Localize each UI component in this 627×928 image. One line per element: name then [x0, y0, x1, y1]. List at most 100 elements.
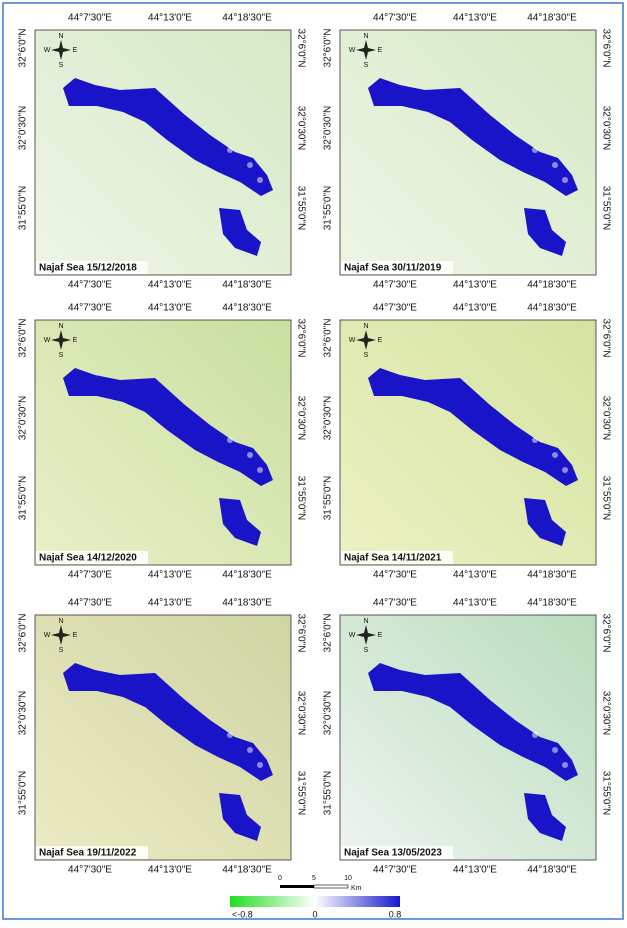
- panel-title: Najaf Sea 14/12/2020: [39, 553, 137, 564]
- wetland: [227, 147, 233, 153]
- panel-title: Najaf Sea 14/11/2021: [344, 553, 442, 564]
- latitude-label: 32°6'0"N: [18, 319, 29, 358]
- wetland: [247, 747, 253, 753]
- latitude-label: 31°55'0"N: [323, 186, 334, 231]
- latitude-label: 32°0'30"N: [323, 396, 334, 441]
- latitude-label: 31°55'0"N: [323, 771, 334, 816]
- latitude-label: 32°6'0"N: [295, 614, 306, 653]
- latitude-label: 32°6'0"N: [18, 614, 29, 653]
- map-panel: 44°7'30"E 44°7'30"E 44°13'0"E 44°13'0"E 44°1…: [18, 13, 307, 291]
- latitude-label: 31°55'0"N: [600, 771, 611, 816]
- latitude-label: 31°55'0"N: [600, 476, 611, 521]
- title-box: [341, 261, 453, 274]
- title-box: [341, 846, 453, 859]
- title-box: [341, 551, 453, 564]
- compass-rose: [356, 625, 376, 645]
- longitude-label: 44°7'30"E: [68, 280, 112, 291]
- latitude-label: 32°6'0"N: [18, 29, 29, 68]
- compass-s: S: [364, 647, 369, 654]
- lake: [63, 368, 273, 486]
- longitude-label: 44°18'30"E: [527, 280, 577, 291]
- latitude-label: 32°0'30"N: [323, 691, 334, 736]
- lake: [219, 208, 261, 256]
- longitude-label: 44°13'0"E: [453, 280, 497, 291]
- compass-e: E: [378, 337, 383, 344]
- colorbar-label: 0.8: [389, 909, 402, 919]
- compass-e: E: [378, 632, 383, 639]
- compass-rose: [356, 40, 376, 60]
- panel-title: Najaf Sea 19/11/2022: [39, 848, 137, 859]
- map-panel: 44°7'30"E 44°7'30"E 44°13'0"E 44°13'0"E 44°1…: [323, 598, 612, 876]
- longitude-label: 44°18'30"E: [527, 570, 577, 581]
- longitude-label: 44°18'30"E: [222, 303, 272, 314]
- latitude-label: 32°6'0"N: [600, 319, 611, 358]
- scale-label: 5: [312, 875, 316, 882]
- longitude-label: 44°13'0"E: [453, 303, 497, 314]
- latitude-label: 32°0'30"N: [295, 396, 306, 441]
- scale-label: 0: [278, 875, 282, 882]
- wetland: [552, 452, 558, 458]
- compass-e: E: [378, 47, 383, 54]
- compass-w: W: [44, 337, 51, 344]
- wetland: [552, 162, 558, 168]
- compass-rose: [51, 40, 71, 60]
- colorbar-label: 0: [312, 909, 317, 919]
- title-box: [36, 846, 148, 859]
- scale-unit: Km: [351, 885, 362, 892]
- longitude-label: 44°7'30"E: [373, 280, 417, 291]
- title-box: [36, 551, 148, 564]
- compass-n: N: [363, 33, 368, 40]
- compass-rose: [51, 330, 71, 350]
- wetland: [532, 147, 538, 153]
- compass-s: S: [59, 62, 64, 69]
- panel-title: Najaf Sea 15/12/2018: [39, 263, 137, 274]
- longitude-label: 44°7'30"E: [373, 570, 417, 581]
- compass-e: E: [73, 632, 78, 639]
- wetland: [532, 437, 538, 443]
- latitude-label: 32°6'0"N: [295, 319, 306, 358]
- latitude-label: 31°55'0"N: [18, 476, 29, 521]
- latitude-label: 31°55'0"N: [295, 476, 306, 521]
- lake: [368, 368, 578, 486]
- latitude-label: 32°6'0"N: [600, 29, 611, 68]
- colorbar-label: <-0.8: [232, 909, 253, 919]
- latitude-label: 31°55'0"N: [295, 771, 306, 816]
- latitude-label: 31°55'0"N: [18, 771, 29, 816]
- compass-w: W: [349, 47, 356, 54]
- latitude-label: 31°55'0"N: [18, 186, 29, 231]
- compass-n: N: [58, 323, 63, 330]
- latitude-label: 32°6'0"N: [323, 614, 334, 653]
- lake: [368, 663, 578, 781]
- lake: [63, 663, 273, 781]
- longitude-label: 44°13'0"E: [148, 865, 192, 876]
- latitude-label: 32°6'0"N: [323, 319, 334, 358]
- compass-n: N: [363, 618, 368, 625]
- longitude-label: 44°18'30"E: [527, 303, 577, 314]
- latitude-label: 32°6'0"N: [323, 29, 334, 68]
- wetland: [562, 177, 568, 183]
- lake: [524, 498, 566, 546]
- longitude-label: 44°13'0"E: [148, 570, 192, 581]
- longitude-label: 44°18'30"E: [222, 13, 272, 24]
- compass-n: N: [363, 323, 368, 330]
- longitude-label: 44°7'30"E: [68, 13, 112, 24]
- map-panel: 44°7'30"E 44°7'30"E 44°13'0"E 44°13'0"E 44°1…: [18, 303, 307, 581]
- latitude-label: 32°0'30"N: [295, 691, 306, 736]
- latitude-label: 32°0'30"N: [600, 691, 611, 736]
- compass-s: S: [364, 62, 369, 69]
- compass-rose: [51, 625, 71, 645]
- scale-bar: [280, 885, 314, 888]
- colorbar: [230, 896, 400, 907]
- compass-w: W: [349, 632, 356, 639]
- longitude-label: 44°7'30"E: [373, 13, 417, 24]
- compass-s: S: [364, 352, 369, 359]
- wetland: [257, 467, 263, 473]
- scale-bar: [313, 884, 349, 889]
- longitude-label: 44°7'30"E: [373, 303, 417, 314]
- latitude-label: 31°55'0"N: [323, 476, 334, 521]
- latitude-label: 32°6'0"N: [295, 29, 306, 68]
- compass-w: W: [44, 632, 51, 639]
- longitude-label: 44°18'30"E: [527, 865, 577, 876]
